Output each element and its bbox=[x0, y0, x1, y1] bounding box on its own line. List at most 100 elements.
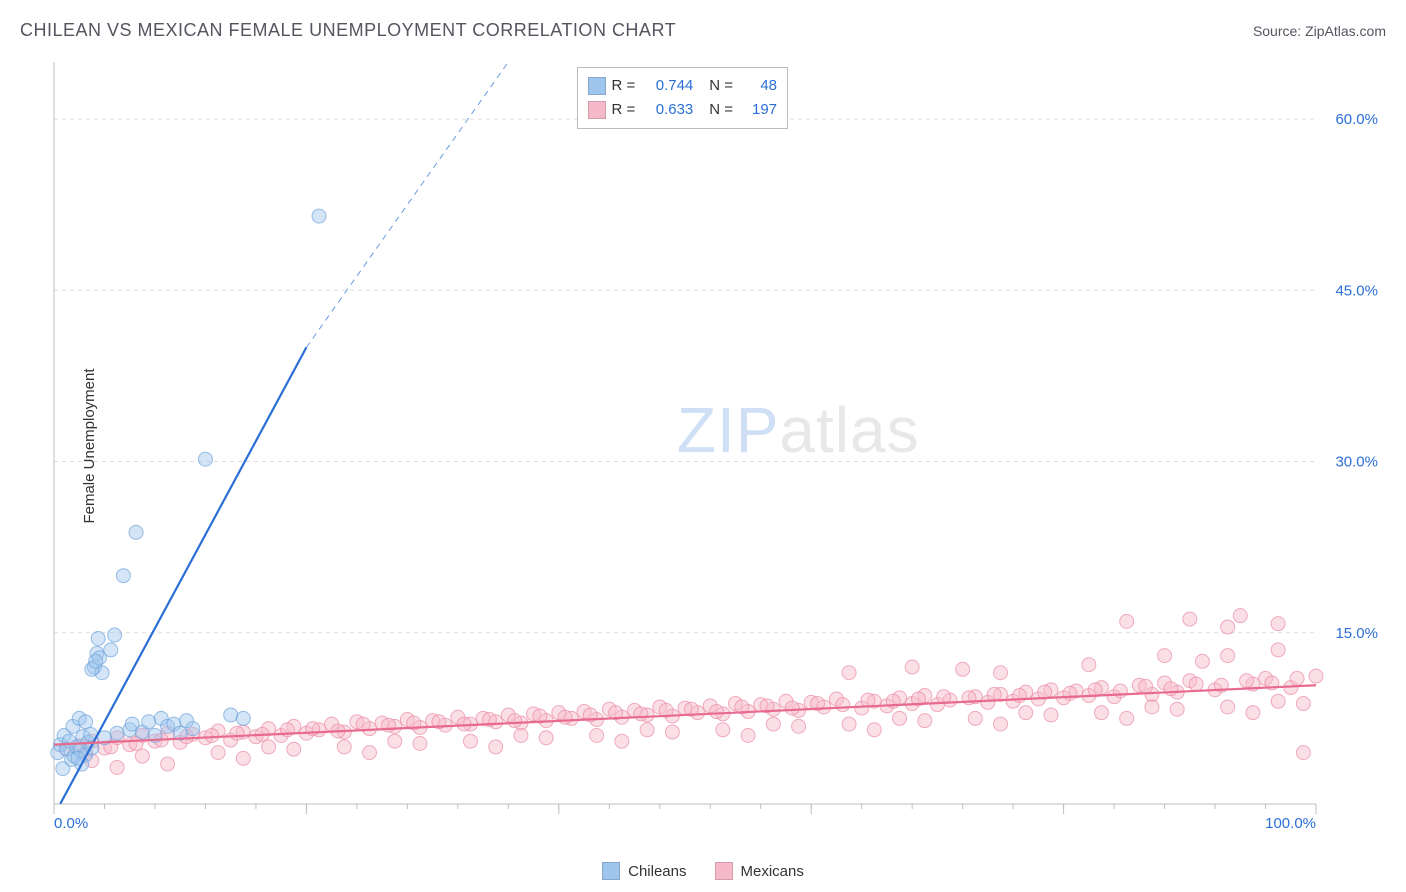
scatter-point bbox=[867, 723, 881, 737]
scatter-point bbox=[1195, 654, 1209, 668]
scatter-point bbox=[1309, 669, 1323, 683]
scatter-point bbox=[842, 717, 856, 731]
scatter-point bbox=[1233, 609, 1247, 623]
scatter-point bbox=[337, 740, 351, 754]
scatter-point bbox=[463, 734, 477, 748]
scatter-point bbox=[1290, 671, 1304, 685]
scatter-point bbox=[861, 693, 875, 707]
scatter-point bbox=[956, 662, 970, 676]
scatter-point bbox=[198, 452, 212, 466]
scatter-point bbox=[716, 723, 730, 737]
scatter-point bbox=[224, 708, 238, 722]
chart-header: CHILEAN VS MEXICAN FEMALE UNEMPLOYMENT C… bbox=[20, 20, 1386, 41]
scatter-point bbox=[1221, 700, 1235, 714]
scatter-plot-svg: 15.0% 30.0% 45.0% 60.0% 0.0% 100.0% bbox=[48, 62, 1386, 832]
scatter-point bbox=[1271, 643, 1285, 657]
scatter-point bbox=[110, 760, 124, 774]
chart-plot-area: 15.0%30.0%45.0%60.0%0.0%100.0% ZIPatlas … bbox=[48, 62, 1386, 832]
scatter-point bbox=[230, 726, 244, 740]
scatter-point bbox=[968, 711, 982, 725]
scatter-point bbox=[590, 729, 604, 743]
scatter-point bbox=[104, 643, 118, 657]
n-label: N = bbox=[709, 98, 733, 122]
scatter-point bbox=[1240, 674, 1254, 688]
scatter-point bbox=[836, 698, 850, 712]
n-value: 197 bbox=[739, 98, 777, 122]
scatter-point bbox=[994, 717, 1008, 731]
r-label: R = bbox=[612, 98, 636, 122]
scatter-point bbox=[792, 719, 806, 733]
scatter-point bbox=[994, 666, 1008, 680]
scatter-point bbox=[1271, 694, 1285, 708]
scatter-point bbox=[842, 666, 856, 680]
chart-title: CHILEAN VS MEXICAN FEMALE UNEMPLOYMENT C… bbox=[20, 20, 676, 41]
scatter-point bbox=[91, 631, 105, 645]
legend-swatch-icon bbox=[602, 862, 620, 880]
scatter-point bbox=[710, 705, 724, 719]
scatter-point bbox=[1246, 706, 1260, 720]
scatter-point bbox=[489, 740, 503, 754]
scatter-point bbox=[161, 757, 175, 771]
legend-swatch-icon bbox=[715, 862, 733, 880]
scatter-point bbox=[634, 707, 648, 721]
scatter-point bbox=[1145, 700, 1159, 714]
y-tick-label: 30.0% bbox=[1335, 454, 1378, 471]
y-tick-label: 60.0% bbox=[1335, 111, 1378, 128]
scatter-point bbox=[110, 726, 124, 740]
scatter-point bbox=[205, 729, 219, 743]
scatter-point bbox=[236, 711, 250, 725]
scatter-point bbox=[287, 742, 301, 756]
y-tick-label: 15.0% bbox=[1335, 625, 1378, 642]
scatter-point bbox=[766, 717, 780, 731]
scatter-point bbox=[1139, 679, 1153, 693]
r-value: 0.633 bbox=[641, 98, 693, 122]
scatter-point bbox=[262, 740, 276, 754]
legend-item: Chileans bbox=[602, 862, 686, 880]
scatter-point bbox=[918, 714, 932, 728]
scatter-point bbox=[89, 654, 103, 668]
scatter-point bbox=[640, 723, 654, 737]
n-value: 48 bbox=[739, 74, 777, 98]
scatter-point bbox=[211, 746, 225, 760]
correlation-row: R =0.633 N =197 bbox=[588, 98, 778, 122]
source-link[interactable]: ZipAtlas.com bbox=[1305, 23, 1386, 39]
scatter-point bbox=[1082, 658, 1096, 672]
n-label: N = bbox=[709, 74, 733, 98]
scatter-point bbox=[665, 725, 679, 739]
scatter-point bbox=[186, 722, 200, 736]
scatter-point bbox=[1296, 697, 1310, 711]
scatter-point bbox=[1221, 620, 1235, 634]
scatter-point bbox=[1164, 682, 1178, 696]
scatter-point bbox=[236, 751, 250, 765]
scatter-point bbox=[79, 715, 93, 729]
scatter-point bbox=[1113, 684, 1127, 698]
y-tick-label: 45.0% bbox=[1335, 282, 1378, 299]
scatter-point bbox=[615, 734, 629, 748]
scatter-point bbox=[108, 628, 122, 642]
scatter-point bbox=[1189, 677, 1203, 691]
scatter-point bbox=[1019, 706, 1033, 720]
scatter-point bbox=[1120, 711, 1134, 725]
scatter-point bbox=[539, 731, 553, 745]
x-tick-label: 0.0% bbox=[54, 815, 88, 832]
scatter-point bbox=[741, 729, 755, 743]
scatter-point bbox=[1094, 706, 1108, 720]
scatter-point bbox=[558, 710, 572, 724]
scatter-point bbox=[1158, 649, 1172, 663]
scatter-point bbox=[142, 715, 156, 729]
scatter-point bbox=[116, 569, 130, 583]
legend-swatch-icon bbox=[588, 101, 606, 119]
scatter-point bbox=[129, 525, 143, 539]
legend-label: Chileans bbox=[628, 863, 686, 880]
scatter-point bbox=[1221, 649, 1235, 663]
correlation-row: R =0.744N =48 bbox=[588, 74, 778, 98]
regression-line-extrapolated bbox=[306, 62, 508, 347]
scatter-point bbox=[388, 734, 402, 748]
scatter-point bbox=[905, 660, 919, 674]
chart-source: Source: ZipAtlas.com bbox=[1253, 23, 1386, 39]
legend-swatch-icon bbox=[588, 77, 606, 95]
scatter-point bbox=[1271, 617, 1285, 631]
x-tick-label: 100.0% bbox=[1265, 815, 1316, 832]
scatter-point bbox=[413, 736, 427, 750]
scatter-point bbox=[363, 746, 377, 760]
